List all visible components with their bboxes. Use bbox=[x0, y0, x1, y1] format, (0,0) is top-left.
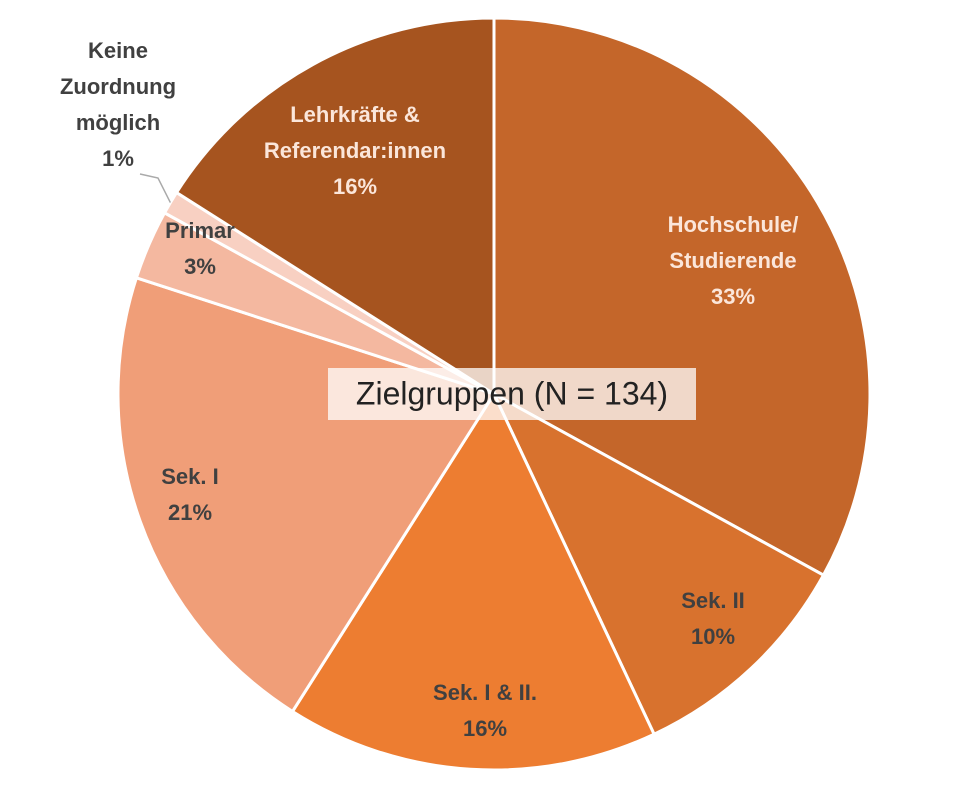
value-label: 10% bbox=[691, 624, 735, 649]
slice-label: Lehrkräfte & Referendar:innen bbox=[264, 102, 446, 163]
label-line: Keine bbox=[88, 38, 148, 63]
value-label: 1% bbox=[102, 146, 134, 171]
label-line: Referendar:innen bbox=[264, 138, 446, 163]
slice-label: Sek. I bbox=[161, 464, 218, 489]
label-line: Lehrkräfte & bbox=[290, 102, 420, 127]
value-label: 33% bbox=[711, 284, 755, 309]
leader-line bbox=[139, 173, 172, 203]
label-line: Primar bbox=[165, 218, 235, 243]
label-line: Studierende bbox=[669, 248, 796, 273]
pie-slice bbox=[174, 16, 496, 397]
pie-slice bbox=[492, 16, 872, 578]
pie-slice bbox=[490, 390, 826, 737]
label-line: Sek. I & II. bbox=[433, 680, 537, 705]
label-line: Zuordnung bbox=[60, 74, 176, 99]
value-label: 16% bbox=[333, 174, 377, 199]
value-label: 21% bbox=[168, 500, 212, 525]
slice-label: Sek. I & II. bbox=[433, 680, 537, 705]
label-line: Hochschule/ bbox=[668, 212, 799, 237]
label-line: möglich bbox=[76, 110, 160, 135]
label-line: Sek. I bbox=[161, 464, 218, 489]
slice-label: Keine Zuordnung möglich bbox=[60, 38, 176, 135]
value-label: 3% bbox=[184, 254, 216, 279]
title-background bbox=[328, 368, 696, 420]
pie-slice bbox=[290, 390, 657, 772]
slice-label: Primar bbox=[165, 218, 235, 243]
value-label: 16% bbox=[463, 716, 507, 741]
chart-title: Zielgruppen (N = 134) bbox=[356, 375, 668, 411]
label-line: Sek. II bbox=[681, 588, 745, 613]
slice-label: Sek. II bbox=[681, 588, 745, 613]
slice-label: Hochschule/Studierende bbox=[668, 212, 799, 273]
